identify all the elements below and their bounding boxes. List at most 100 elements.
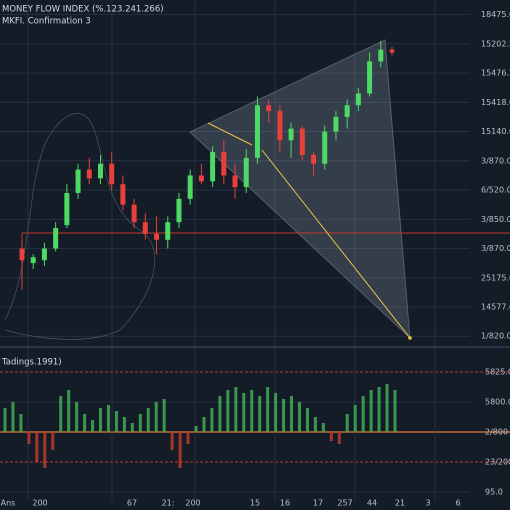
mfi-bar	[67, 390, 71, 432]
x-tick-label: 21:	[162, 499, 175, 508]
y-tick-label: 5800.0	[485, 398, 510, 407]
candle-body	[221, 152, 227, 176]
mfi-bar	[305, 408, 309, 432]
mfi-bar	[43, 432, 47, 468]
y-tick-label: 15202.5	[481, 39, 510, 48]
mfi-bar	[297, 402, 301, 432]
triangle-drawing	[189, 39, 411, 340]
mfi-bar	[35, 432, 39, 462]
candle-body	[389, 49, 395, 53]
mfi-bar	[274, 393, 278, 432]
mfi-bar	[75, 402, 79, 432]
mfi-bar	[210, 408, 214, 432]
candle-body	[367, 61, 373, 94]
mfi-bar	[337, 432, 341, 444]
x-tick-label: 17	[313, 499, 323, 508]
candle-body	[322, 131, 328, 164]
mfi-bar	[345, 414, 349, 432]
x-tick-label: 15	[250, 499, 260, 508]
candle-body	[30, 257, 36, 264]
trend-line	[261, 149, 411, 339]
candle-body	[131, 204, 137, 223]
mfi-bar	[202, 417, 206, 432]
mfi-bar	[226, 390, 230, 432]
x-tick-label: 21	[395, 499, 405, 508]
chart-title: MONEY FLOW INDEX (%.123.241.266)	[2, 5, 164, 15]
mfi-bar	[83, 414, 87, 432]
mfi-bar	[377, 387, 381, 432]
mfi-bar	[313, 417, 317, 432]
candle-body	[299, 128, 305, 155]
mfi-bar	[146, 408, 150, 432]
mfi-bar	[27, 432, 31, 444]
candle-body	[277, 111, 283, 141]
mfi-bar	[258, 396, 262, 432]
candle-body	[378, 49, 384, 62]
mfi-bar	[106, 405, 110, 432]
y-tick-label: 1/820.0	[481, 332, 510, 341]
candle-body	[75, 169, 81, 193]
mfi-bar	[3, 408, 7, 432]
candle-body	[210, 152, 216, 182]
mfi-bar	[242, 393, 246, 432]
mfi-bar	[178, 432, 182, 468]
x-tick-label: 16	[280, 499, 290, 508]
x-tick-label: 44	[367, 499, 377, 508]
candle-body	[254, 105, 260, 158]
candle-body	[187, 175, 193, 199]
mfi-bar	[99, 408, 103, 432]
candle-body	[86, 169, 92, 179]
mfi-bar	[170, 432, 174, 450]
mfi-bar	[250, 390, 254, 432]
envelope-curve	[4, 113, 156, 340]
y-tick-label: 15476.2	[481, 69, 510, 78]
trend-point	[408, 336, 412, 340]
candle-body	[97, 163, 103, 179]
candle-body	[109, 163, 115, 185]
y-tick-label: 25175.0	[481, 273, 510, 282]
mfi-bar	[51, 432, 55, 450]
mfi-bar	[138, 414, 142, 432]
mfi-bar	[266, 387, 270, 432]
y-tick-label: 23/200	[485, 458, 510, 467]
plot: 1/820.0 14577.0 25175.0 3/870.0 3/850.0 6/520…	[1, 10, 510, 507]
candle-body	[120, 184, 126, 205]
x-tick-label: Ans	[1, 499, 16, 508]
indicator-title: Tadings.1991)	[1, 358, 62, 368]
mfi-bar	[162, 399, 166, 432]
mfi-bar	[122, 417, 126, 432]
mfi-bar	[194, 426, 198, 432]
x-tick-label: 6	[455, 499, 460, 508]
candle-body	[355, 93, 361, 106]
x-tick-label: 67	[127, 499, 137, 508]
mfi-bar	[234, 387, 238, 432]
mfi-bar	[11, 402, 15, 432]
y-tick-label: 14577.0	[481, 302, 510, 311]
candle-body	[154, 233, 160, 240]
mfi-bar	[393, 390, 397, 432]
chart-subtitle: MKFI. Confirmation 3	[2, 17, 91, 27]
candle-body	[311, 154, 317, 164]
mfi-bar	[186, 432, 190, 444]
x-tick-label: 257	[337, 499, 352, 508]
candle-body	[176, 198, 182, 223]
mfi-bar	[329, 432, 333, 441]
y-tick-label: 15140.0	[481, 127, 510, 136]
mfi-bar	[321, 423, 325, 432]
candle-body	[232, 175, 238, 188]
y-tick-label: 5825.0	[485, 368, 510, 377]
x-tick-label: 200	[32, 499, 47, 508]
mfi-bar	[91, 420, 95, 432]
candle-body	[344, 105, 350, 117]
candle-body	[41, 248, 47, 261]
mfi-bar	[290, 396, 294, 432]
candle-body	[333, 116, 339, 132]
mfi-bar	[59, 396, 63, 432]
trend-line	[207, 122, 253, 146]
mfi-bar	[369, 390, 373, 432]
candle-body	[53, 228, 59, 249]
mfi-bar	[19, 414, 23, 432]
candle-body	[243, 157, 249, 188]
